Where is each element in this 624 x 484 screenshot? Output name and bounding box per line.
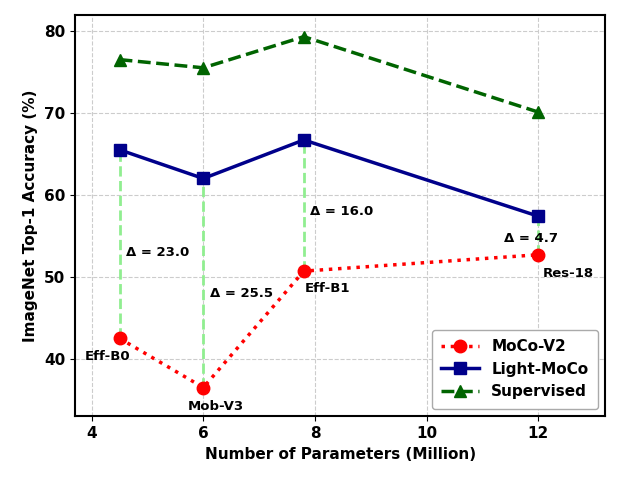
Text: Δ = 23.0: Δ = 23.0 [126, 246, 190, 259]
Light-MoCo [116, 147, 124, 152]
Supervised [200, 65, 207, 71]
Text: Res-18: Res-18 [543, 267, 594, 280]
Light-MoCo [535, 213, 542, 219]
Text: Mob-V3: Mob-V3 [188, 400, 244, 413]
Supervised [300, 34, 308, 40]
Text: Eff-B0: Eff-B0 [85, 350, 130, 363]
X-axis label: Number of Parameters (Million): Number of Parameters (Million) [205, 447, 475, 462]
Light-MoCo [200, 176, 207, 182]
Text: Δ = 25.5: Δ = 25.5 [210, 287, 273, 301]
Y-axis label: ImageNet Top-1 Accuracy (%): ImageNet Top-1 Accuracy (%) [23, 89, 38, 342]
Legend: MoCo-V2, Light-MoCo, Supervised: MoCo-V2, Light-MoCo, Supervised [432, 330, 598, 408]
Supervised [535, 109, 542, 115]
MoCo-V2 [300, 268, 308, 274]
Text: Eff-B1: Eff-B1 [305, 282, 351, 295]
Supervised [116, 57, 124, 62]
Line: Light-MoCo: Light-MoCo [114, 134, 545, 223]
Text: Δ = 4.7: Δ = 4.7 [504, 232, 558, 245]
Text: Δ = 16.0: Δ = 16.0 [311, 205, 374, 218]
Line: Supervised: Supervised [114, 30, 545, 118]
MoCo-V2 [116, 335, 124, 341]
MoCo-V2 [200, 385, 207, 391]
Light-MoCo [300, 137, 308, 143]
MoCo-V2 [535, 252, 542, 257]
Line: MoCo-V2: MoCo-V2 [114, 248, 545, 394]
